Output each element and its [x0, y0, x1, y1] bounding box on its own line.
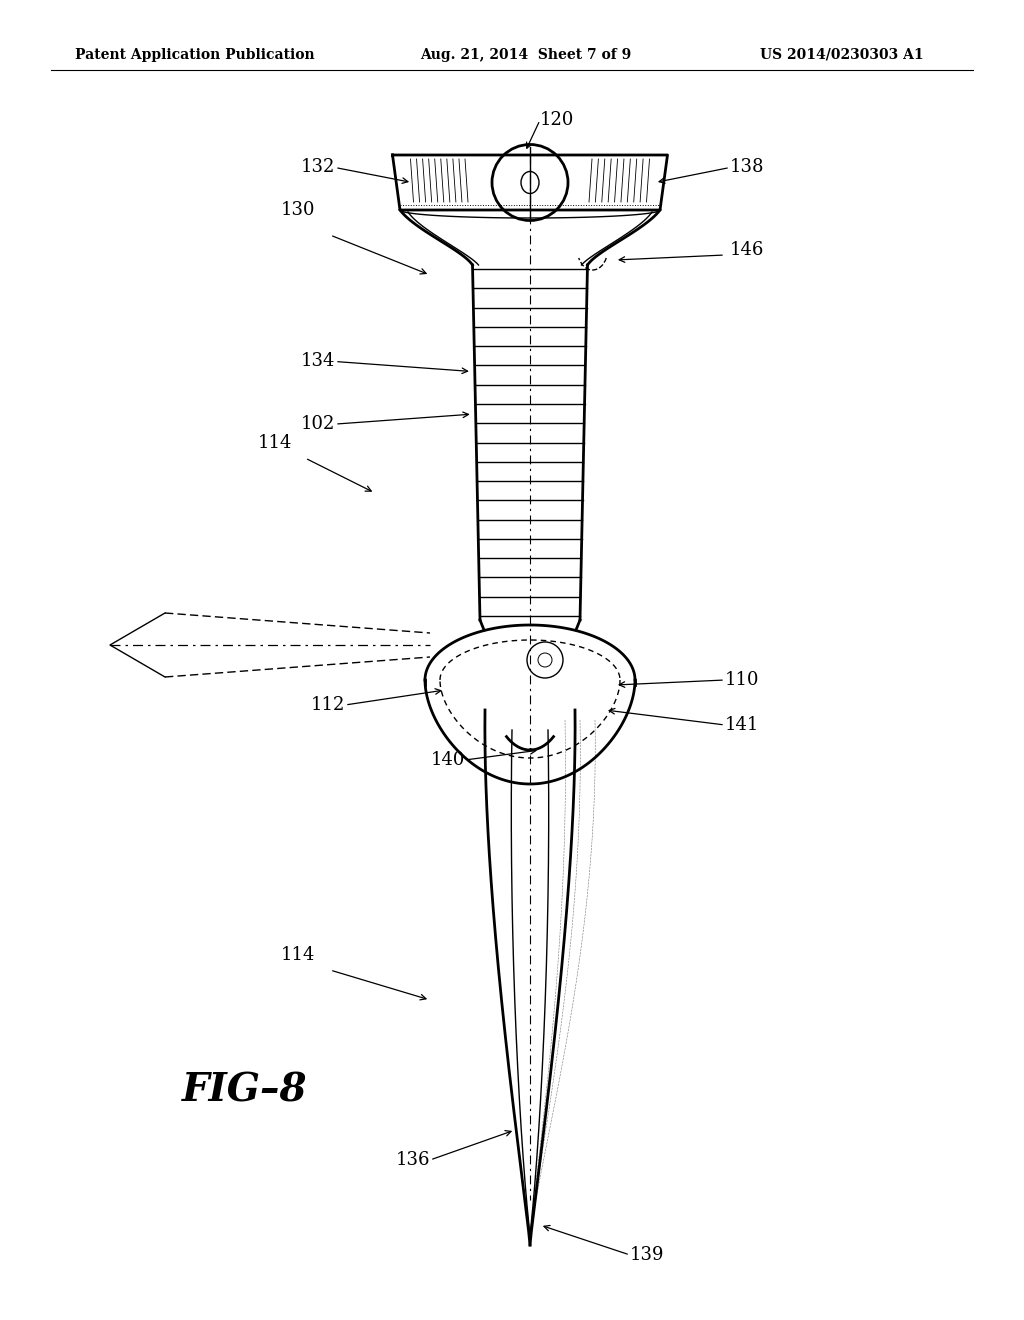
Text: 130: 130	[281, 201, 315, 219]
Text: 120: 120	[540, 111, 574, 129]
Text: 140: 140	[431, 751, 465, 770]
Text: FIG–8: FIG–8	[182, 1071, 308, 1109]
Text: Patent Application Publication: Patent Application Publication	[75, 48, 314, 62]
Text: 132: 132	[301, 158, 335, 177]
Text: 141: 141	[725, 715, 760, 734]
Text: 114: 114	[258, 434, 292, 451]
Text: 112: 112	[310, 696, 345, 714]
Text: 102: 102	[301, 414, 335, 433]
Text: US 2014/0230303 A1: US 2014/0230303 A1	[760, 48, 924, 62]
Text: 110: 110	[725, 671, 760, 689]
Text: 146: 146	[730, 242, 764, 259]
Text: 139: 139	[630, 1246, 665, 1265]
Text: 136: 136	[395, 1151, 430, 1170]
Text: 114: 114	[281, 946, 315, 964]
Text: 134: 134	[301, 352, 335, 371]
Text: 138: 138	[730, 158, 765, 177]
Text: Aug. 21, 2014  Sheet 7 of 9: Aug. 21, 2014 Sheet 7 of 9	[420, 48, 631, 62]
